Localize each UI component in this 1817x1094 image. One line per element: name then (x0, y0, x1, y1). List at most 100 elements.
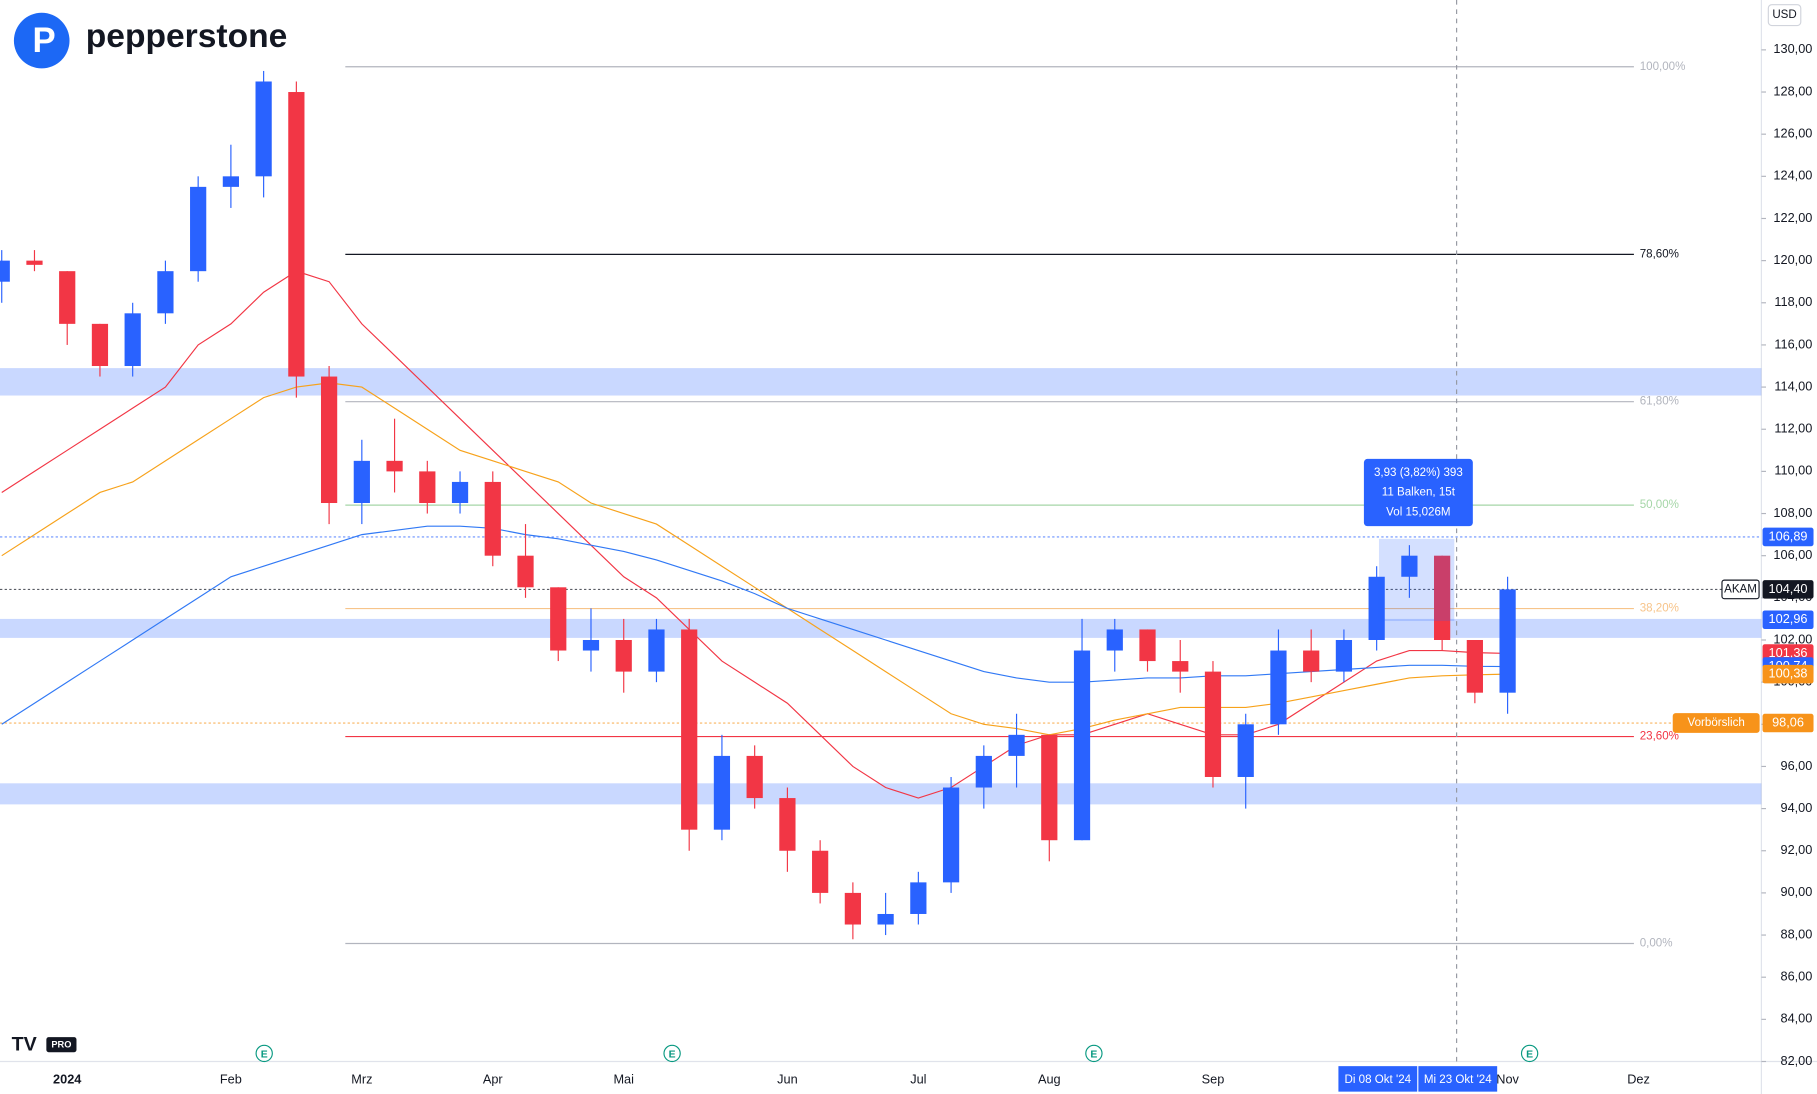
x-tick-label: Dez (1627, 1071, 1650, 1086)
currency[interactable]: USD (1772, 9, 1796, 21)
date-badge-text: Mi 23 Okt '24 (1424, 1074, 1492, 1086)
candle-body (124, 313, 141, 367)
candle-body (1106, 629, 1123, 651)
price-badge-text: 104,40 (1769, 581, 1808, 596)
candle-body (1335, 639, 1353, 672)
candle-body (550, 587, 567, 651)
name-badge-text: AKAM (1724, 583, 1757, 595)
event-icon (663, 1044, 681, 1063)
y-tick-label: 124,00 (1773, 168, 1812, 183)
fib-label: 38,20% (1640, 603, 1679, 615)
name-badge (1721, 579, 1760, 600)
candle-body (0, 260, 10, 282)
fib-label: 78,60% (1640, 248, 1679, 260)
price-badge-text: 106,89 (1769, 528, 1808, 543)
y-tick-label: 120,00 (1773, 252, 1812, 267)
candle-body (484, 481, 501, 556)
candle-body (1499, 589, 1516, 693)
moving-average (1, 382, 1508, 736)
candle-body (844, 892, 861, 925)
y-tick-label: 106,00 (1773, 547, 1812, 562)
y-tick-label: 94,00 (1780, 800, 1812, 815)
fib-label: 100,00% (1640, 61, 1686, 73)
fib-label: 50,00% (1640, 499, 1679, 511)
date-badge (1338, 1066, 1418, 1092)
x-tick-label: 2024 (53, 1071, 82, 1086)
name-badge-text: Vorbörslich (1688, 717, 1745, 729)
event-text: E (669, 1049, 676, 1060)
y-tick-label: 118,00 (1774, 294, 1812, 309)
y-tick-label: 96,00 (1780, 758, 1812, 773)
x-tick-label: Jun (777, 1071, 798, 1086)
fib-label: 61,80% (1640, 396, 1679, 408)
candle-body (1008, 734, 1025, 756)
logo: P pepperstone (13, 12, 288, 69)
date-badge (1418, 1066, 1498, 1092)
candle-body (942, 787, 960, 883)
x-tick-label: Jul (910, 1071, 926, 1086)
candle-body (1466, 639, 1483, 693)
candle-body (812, 850, 829, 893)
candle-body (91, 323, 109, 367)
logo-icon (13, 12, 70, 69)
candle-body (1434, 555, 1451, 640)
currency-box[interactable] (1767, 4, 1802, 27)
y-tick-label: 108,00 (1773, 505, 1812, 520)
candle-body (386, 460, 403, 472)
candle-body (648, 629, 665, 672)
y-tick-label: 88,00 (1780, 926, 1812, 941)
y-tick-label: 82,00 (1780, 1053, 1812, 1068)
y-tick-label: 126,00 (1773, 126, 1812, 141)
date-badge-text: Di 08 Okt '24 (1345, 1074, 1412, 1086)
candle-body (353, 460, 370, 504)
fib-label: 0,00% (1640, 938, 1673, 950)
y-tick-label: 122,00 (1773, 210, 1812, 225)
zone (0, 783, 1762, 805)
price-badge (1762, 610, 1814, 630)
price-badge-text: 101,36 (1769, 645, 1808, 660)
y-tick-label: 102,00 (1773, 631, 1812, 646)
candle-body (1237, 724, 1254, 777)
candle-body (713, 755, 731, 830)
moving-average (1, 270, 1508, 799)
price-badge (1762, 713, 1814, 733)
event-icon (1520, 1044, 1539, 1063)
candle-body (190, 186, 207, 272)
candle-body (1368, 576, 1385, 640)
candle-body (419, 471, 436, 504)
candle-body (615, 639, 632, 672)
candle-body (1073, 650, 1091, 841)
candle-body (910, 882, 927, 914)
candle-body (59, 271, 76, 324)
candle-body (1401, 555, 1418, 577)
candle-body (157, 271, 174, 314)
pro-text: PRO (51, 1040, 71, 1050)
y-tick-label: 110,00 (1774, 463, 1812, 478)
x-tick-label: Mai (613, 1071, 634, 1086)
candle-body (320, 376, 338, 504)
x-tick-label: Apr (483, 1071, 504, 1086)
candle-body (1303, 650, 1320, 672)
zone (0, 618, 1762, 638)
candle-body (288, 92, 305, 377)
measure-range (1378, 538, 1455, 622)
candle-body (746, 755, 763, 799)
y-tick-label: 84,00 (1780, 1011, 1812, 1026)
y-tick-label: 116,00 (1774, 336, 1812, 351)
candle-body (975, 755, 992, 788)
measure-text: Vol 15,026M (1386, 506, 1450, 518)
measure-text: 3,93 (3,82%) 393 (1374, 467, 1463, 479)
price-badge-text: 100,38 (1769, 665, 1808, 680)
x-tick-label: Aug (1038, 1071, 1061, 1086)
event-icon (255, 1044, 273, 1063)
zone (0, 368, 1762, 396)
logo-glyph: P (32, 22, 55, 60)
candle-body (255, 81, 272, 177)
candle-body (582, 639, 600, 651)
y-tick-label: 92,00 (1780, 842, 1812, 857)
candle-body (877, 913, 894, 925)
brand: pepperstone (86, 18, 288, 55)
price-badge-text: 102,96 (1769, 611, 1808, 626)
candle-body (222, 176, 240, 187)
